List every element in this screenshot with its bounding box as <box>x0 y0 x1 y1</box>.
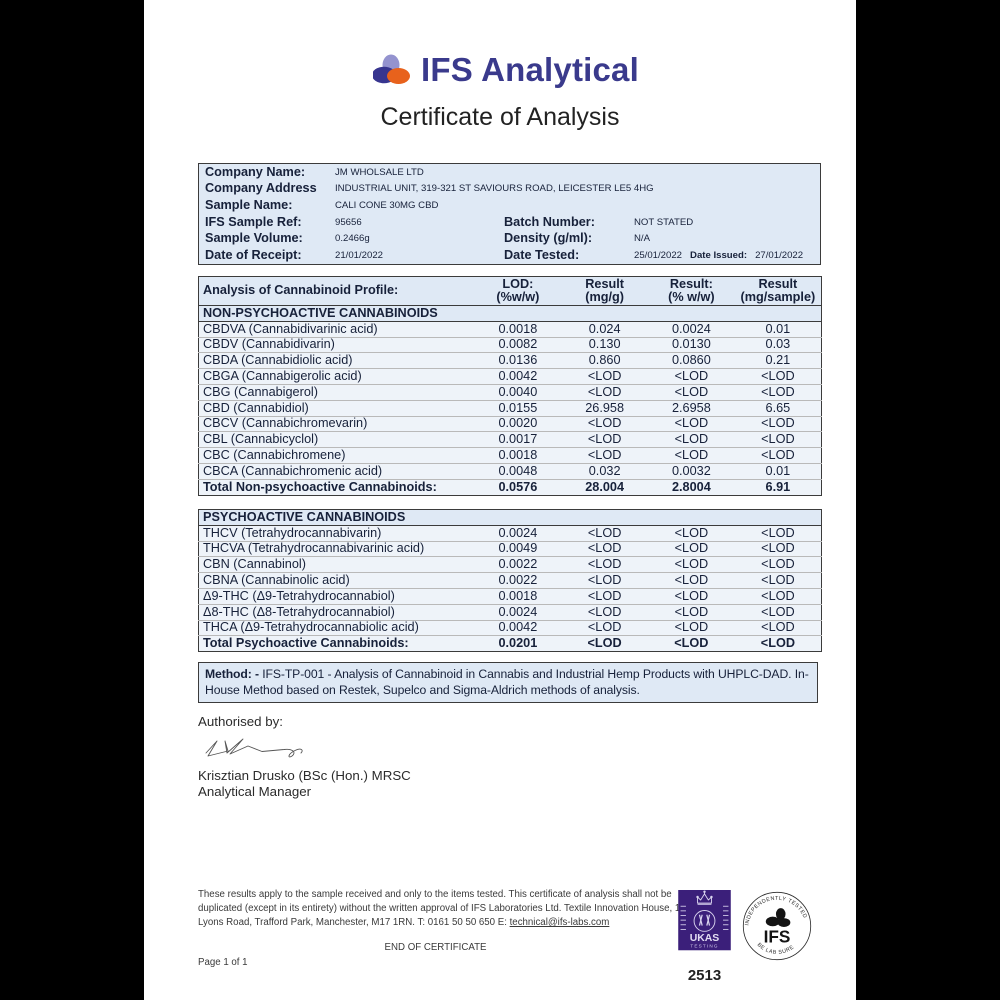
svg-text:TESTING: TESTING <box>690 944 718 949</box>
svg-text:UKAS: UKAS <box>690 933 720 944</box>
svg-text:IFS: IFS <box>764 926 791 946</box>
